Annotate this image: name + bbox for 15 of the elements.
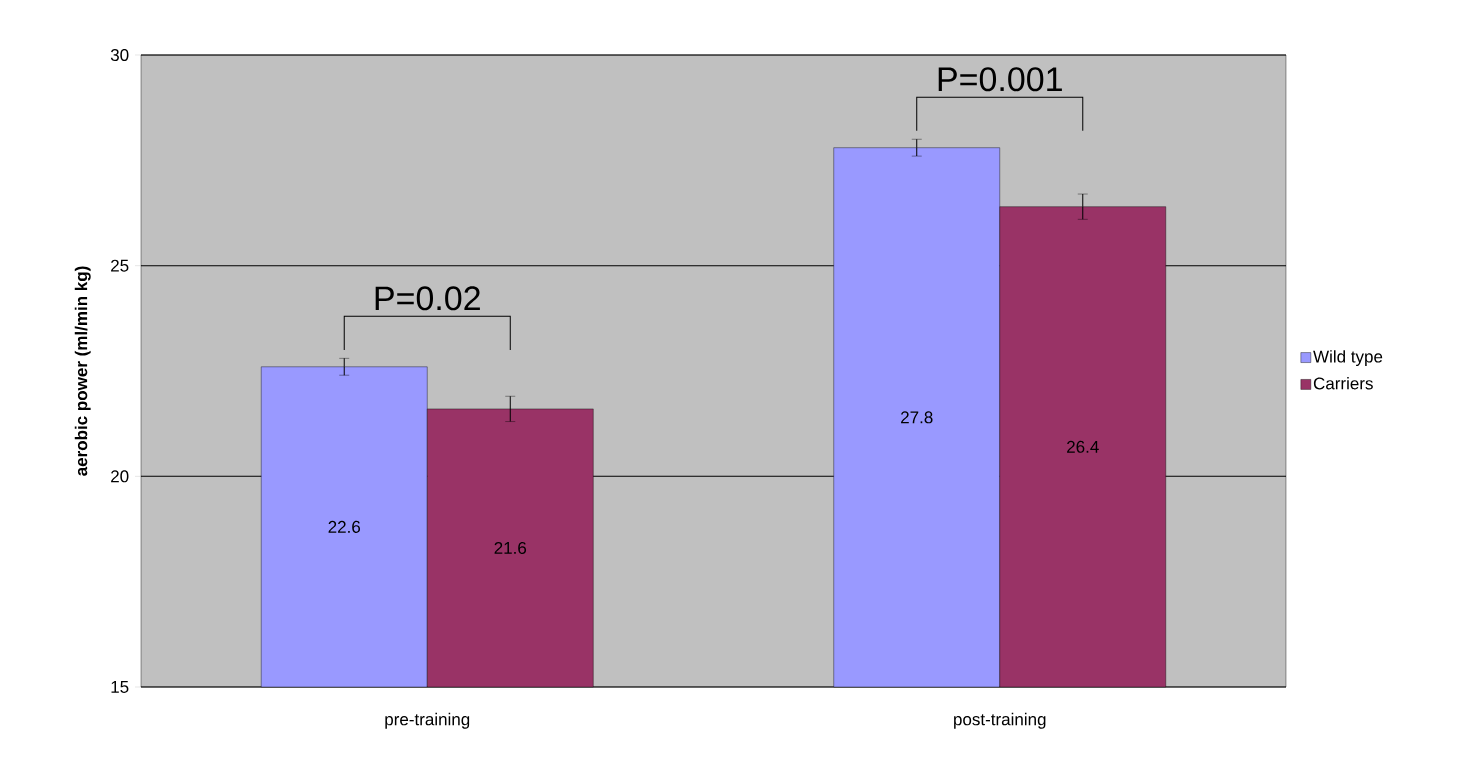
annotation: P=0.02 [375, 286, 480, 311]
x-tick-label: pre-training [385, 712, 470, 729]
y-tick-label: 15 [111, 681, 129, 693]
y-tick-label: 20 [111, 470, 129, 483]
y-tick-label: 30 [110, 48, 129, 62]
data-label: 26.4 [1067, 440, 1099, 453]
x-tick-label: post-training [954, 712, 1046, 729]
data-label: 21.6 [494, 541, 527, 554]
data-label: 22.6 [328, 520, 361, 533]
annotation: P=0.001 [938, 67, 1062, 92]
y-tick-label: 25 [111, 259, 129, 272]
legend-label: Carriers [1313, 377, 1373, 390]
data-label: 27.8 [901, 411, 933, 424]
y-axis-title: aerobic power (ml/min kg) [74, 266, 91, 476]
legend-label: Wild type [1313, 350, 1383, 366]
